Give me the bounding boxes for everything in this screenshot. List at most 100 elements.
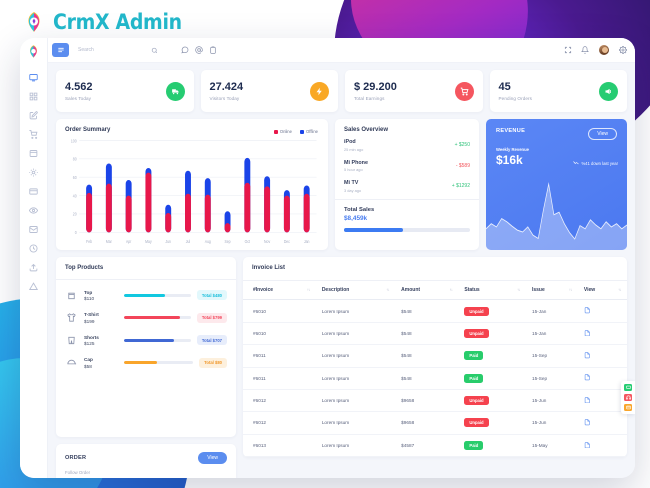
sort-icon[interactable]: ↑↓: [618, 287, 622, 293]
sidebar-item-pages[interactable]: [23, 144, 45, 163]
table-row[interactable]: #6010 Lorem Ipsum $548 Unpaid 15-Jan: [243, 299, 627, 323]
chat-icon[interactable]: [181, 46, 189, 54]
fullscreen-icon[interactable]: [564, 46, 572, 54]
stat-value: 27.424: [209, 80, 244, 93]
revenue-sparkline: [486, 178, 627, 250]
cell-description: Lorem Ipsum: [315, 322, 396, 346]
megaphone-icon: [599, 81, 618, 101]
cart-icon: [454, 81, 474, 101]
sidebar-item-views[interactable]: [23, 201, 45, 220]
sort-icon[interactable]: ↑↓: [306, 287, 311, 293]
file-icon[interactable]: [584, 329, 591, 337]
bell-icon[interactable]: [581, 46, 589, 54]
sales-item-amount: - $589: [455, 162, 470, 169]
cell-invoice: #6010: [243, 322, 316, 346]
file-icon[interactable]: [584, 397, 591, 404]
cell-issue: 15-Sep: [525, 367, 578, 390]
sort-icon[interactable]: ↑↓: [386, 287, 390, 293]
table-row[interactable]: #6011 Lorem Ipsum $548 Paid 15-Sep: [243, 344, 627, 368]
avatar[interactable]: [598, 44, 610, 56]
invoice-list-title: Invoice List: [252, 265, 286, 271]
sidebar-logo-icon[interactable]: [26, 44, 41, 59]
table-row[interactable]: #6012 Lorem Ipsum $9658 Unpaid 15-Jun: [243, 411, 627, 435]
revenue-title: REVENUE: [496, 128, 526, 134]
header-label: #Invoice: [253, 287, 274, 294]
column-header-amount[interactable]: Amount ↑↓: [395, 280, 459, 301]
table-row[interactable]: #6011 Lorem Ipsum $548 Paid 15-Sep: [243, 367, 627, 390]
clipboard-icon[interactable]: [209, 46, 217, 54]
order-card-subtitle: Follow Order: [65, 470, 91, 475]
gear-icon[interactable]: [619, 46, 627, 54]
table-row[interactable]: #6013 Lorem Ipsum $4587 Paid 15-May: [243, 434, 627, 458]
product-price: $110: [84, 296, 95, 301]
list-item[interactable]: Cap $58 Total $80: [65, 352, 227, 375]
column-header-invoice[interactable]: #Invoice ↑↓: [243, 280, 316, 301]
sales-row[interactable]: Mi TV 3 day ago + $1292: [344, 176, 470, 197]
chat-widget-icon[interactable]: [624, 384, 632, 391]
stat-card-earnings: $ 29.200 Total Earnings: [345, 70, 483, 112]
list-item[interactable]: Shorts $125 Total $707: [65, 329, 227, 352]
sidebar-item-upload[interactable]: [23, 258, 45, 277]
cell-status: Paid: [458, 344, 526, 368]
list-item[interactable]: T-Shirt $199 Total $799: [65, 307, 227, 330]
search-box[interactable]: [75, 43, 175, 57]
order-summary-card: Order Summary Online Offline 0 20 40 60 80 10…: [56, 119, 328, 250]
product-price: $199: [84, 318, 95, 324]
file-icon[interactable]: [584, 352, 591, 359]
order-view-button[interactable]: View: [198, 452, 227, 464]
sidebar-item-components[interactable]: [23, 163, 45, 182]
file-icon[interactable]: [584, 374, 591, 381]
order-summary-title: Order Summary: [65, 127, 111, 133]
file-icon[interactable]: [584, 419, 591, 426]
sidebar-item-timeline[interactable]: [23, 239, 45, 258]
cell-status: Paid: [458, 434, 526, 458]
sales-row[interactable]: iPod 25 min ago + $250: [344, 135, 470, 156]
revenue-header: REVENUE View: [486, 119, 627, 140]
product-meta: Cap $58: [84, 357, 118, 369]
sidebar-item-ecommerce[interactable]: [23, 125, 45, 144]
cell-view: [577, 367, 627, 390]
sales-row[interactable]: Mi Phone 5 hour ago - $589: [344, 156, 470, 177]
sidebar-item-alerts[interactable]: [23, 277, 45, 296]
list-item[interactable]: Top $110 Total $480: [65, 284, 227, 307]
sidebar-item-dashboard[interactable]: [23, 68, 45, 87]
legend-item-online[interactable]: Online: [273, 129, 292, 134]
sidebar-item-widgets[interactable]: [23, 87, 45, 106]
table-row[interactable]: #6010 Lorem Ipsum $548 Unpaid 15-Jan: [243, 322, 627, 346]
menu-icon[interactable]: [52, 43, 69, 57]
header-label: Status: [464, 287, 480, 294]
cell-amount: $548: [395, 322, 459, 346]
cell-issue: 15-Jan: [525, 299, 578, 323]
sidebar-item-cards[interactable]: [23, 182, 45, 201]
cell-issue: 15-Jan: [525, 322, 578, 346]
column-header-status[interactable]: Status ↑↓: [458, 280, 526, 301]
svg-text:20: 20: [73, 211, 77, 217]
svg-text:80: 80: [73, 156, 77, 162]
sort-icon[interactable]: ↑↓: [516, 287, 521, 293]
at-icon[interactable]: [195, 46, 203, 54]
sort-icon[interactable]: ↑↓: [449, 287, 453, 293]
column-header-description[interactable]: Description ↑↓: [315, 280, 396, 301]
stat-card-pending: 45 Pending Orders: [489, 70, 627, 112]
legend-item-offline[interactable]: Offline: [299, 129, 318, 134]
sidebar-item-forms[interactable]: [23, 106, 45, 125]
support-widget-icon[interactable]: [624, 394, 632, 401]
total-sales-progress: [344, 227, 470, 232]
column-header-issue[interactable]: Issue ↑↓: [525, 280, 578, 301]
search-icon[interactable]: [151, 47, 158, 54]
sidebar-item-mailbox[interactable]: [23, 220, 45, 239]
search-input[interactable]: [78, 47, 148, 53]
sales-row-info: iPod 25 min ago: [344, 139, 363, 152]
sort-icon[interactable]: ↑↓: [568, 287, 573, 293]
top-products-title: Top Products: [65, 265, 104, 271]
column-header-view[interactable]: View ↑↓: [577, 280, 627, 301]
settings-widget-icon[interactable]: [624, 404, 632, 411]
sales-item-time: 5 hour ago: [344, 167, 363, 172]
cell-amount: $4587: [395, 434, 459, 458]
table-row[interactable]: #6012 Lorem Ipsum $9658 Unpaid 15-Jun: [243, 389, 627, 413]
revenue-view-button[interactable]: View: [588, 128, 617, 140]
cell-description: Lorem Ipsum: [315, 299, 396, 323]
sales-item-name: iPod: [344, 139, 356, 145]
file-icon[interactable]: [584, 441, 591, 449]
file-icon[interactable]: [584, 307, 591, 314]
